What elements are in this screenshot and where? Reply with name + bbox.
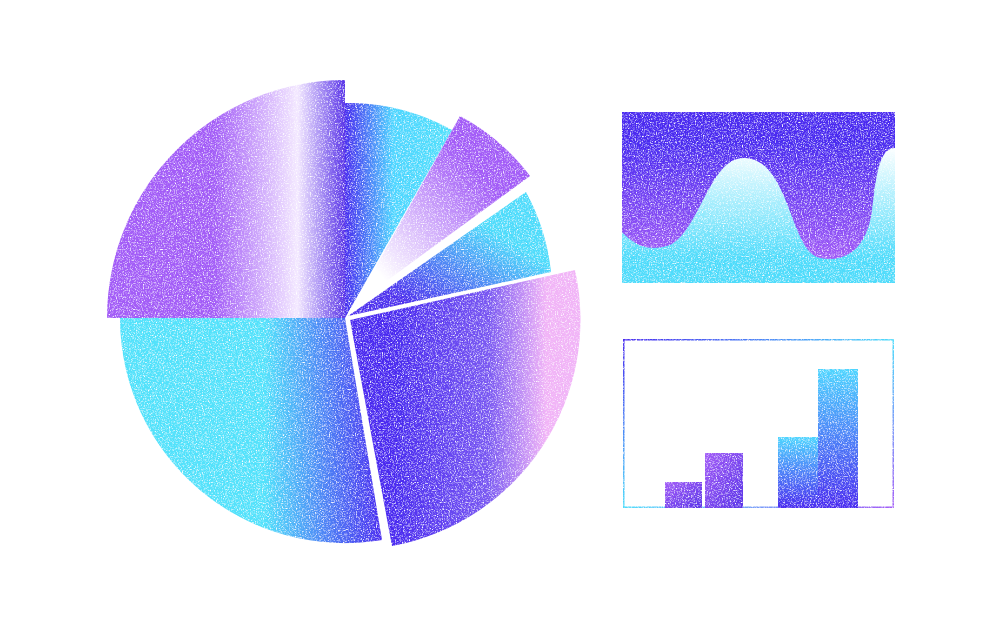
pie-slice <box>107 80 345 318</box>
pie-illustration <box>107 80 581 546</box>
wave-panel <box>622 112 895 283</box>
bar-panel <box>621 337 896 510</box>
bar-shape <box>778 437 818 508</box>
panel-frame <box>621 337 896 510</box>
pie-slice <box>119 318 382 544</box>
bar-shape <box>665 482 702 508</box>
pie-slice <box>345 102 452 319</box>
pie-slice <box>350 270 581 546</box>
bar-shape <box>818 369 858 508</box>
bar-shape <box>705 453 743 508</box>
pie-slice <box>348 192 551 316</box>
pie-slice <box>355 116 530 304</box>
wave-shape <box>622 112 895 259</box>
